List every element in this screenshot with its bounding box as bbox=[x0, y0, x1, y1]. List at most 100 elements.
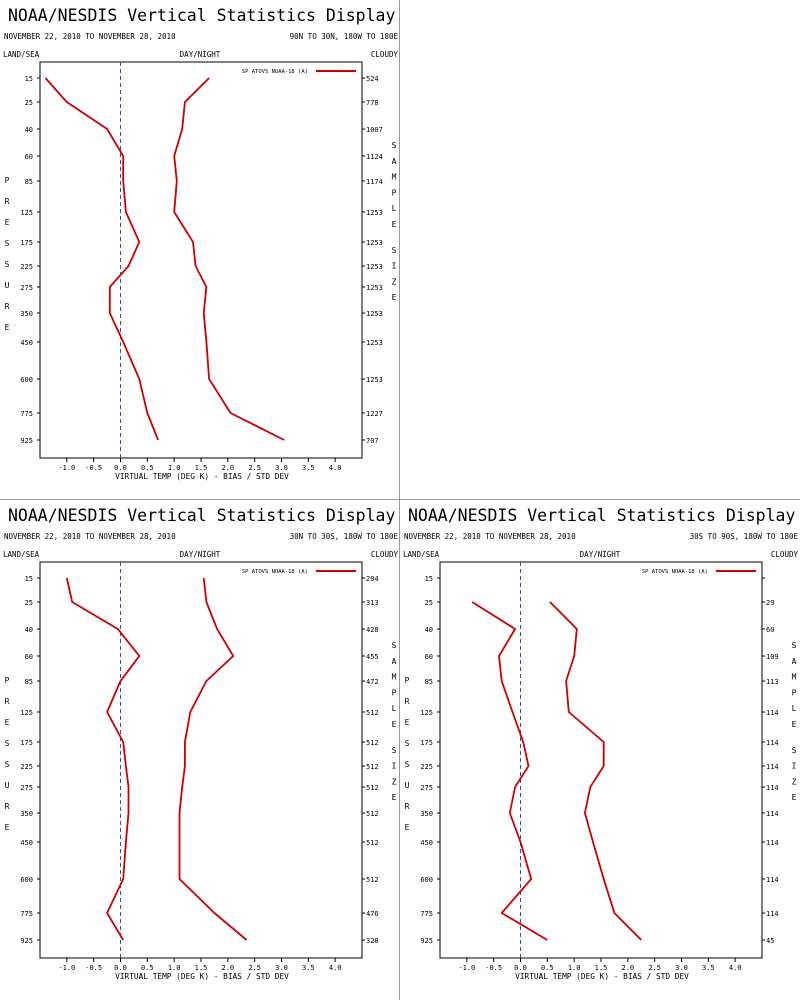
vertical-stats-chart: NOAA/NESDIS Vertical Statistics Display N… bbox=[3, 506, 399, 981]
sample-axis-letter: S bbox=[792, 746, 797, 755]
pressure-level-label: 15 bbox=[425, 575, 433, 583]
pressure-axis-letter: R bbox=[5, 697, 10, 706]
sample-size-label: 313 bbox=[366, 599, 379, 607]
x-tick-label: -0.5 bbox=[85, 964, 102, 972]
sample-axis-letter: M bbox=[392, 673, 397, 682]
legend-label: SP ATOVS NOAA-18 (A) bbox=[642, 569, 708, 575]
x-tick-label: 0.0 bbox=[514, 964, 527, 972]
sample-size-label: 1124 bbox=[366, 153, 383, 161]
x-tick-label: 2.5 bbox=[648, 964, 661, 972]
sample-size-label: 512 bbox=[366, 876, 379, 884]
sample-axis-letter: A bbox=[392, 157, 397, 166]
sample-axis-letter: E bbox=[792, 720, 797, 729]
x-tick-label: 2.0 bbox=[222, 964, 235, 972]
x-axis-label: VIRTUAL TEMP (DEG K) - BIAS / STD DEV bbox=[115, 972, 289, 981]
pressure-level-label: 350 bbox=[20, 810, 33, 818]
sample-axis-letter: S bbox=[392, 246, 397, 255]
pressure-level-label: 925 bbox=[420, 937, 433, 945]
x-axis-label: VIRTUAL TEMP (DEG K) - BIAS / STD DEV bbox=[515, 972, 689, 981]
pressure-level-label: 225 bbox=[20, 763, 33, 771]
x-tick-label: 3.0 bbox=[675, 964, 688, 972]
pressure-level-label: 25 bbox=[425, 599, 433, 607]
pressure-level-label: 40 bbox=[25, 626, 33, 634]
sample-axis-letter: Z bbox=[392, 777, 397, 786]
sample-size-label: 1253 bbox=[366, 263, 383, 271]
sample-axis-letter: L bbox=[392, 704, 397, 713]
sample-size-label: 1253 bbox=[366, 310, 383, 318]
land-sea-header: LAND/SEA bbox=[3, 50, 40, 59]
pressure-axis-letter: U bbox=[5, 281, 10, 290]
pressure-level-label: 450 bbox=[20, 839, 33, 847]
pressure-level-label: 125 bbox=[420, 709, 433, 717]
x-tick-label: 1.5 bbox=[195, 964, 208, 972]
pressure-axis-letter: E bbox=[5, 323, 10, 332]
sample-size-label: 60 bbox=[766, 626, 774, 634]
sample-size-label: 428 bbox=[366, 626, 379, 634]
region-label: 30N TO 30S, 180W TO 180E bbox=[290, 532, 399, 541]
pressure-level-label: 15 bbox=[25, 75, 33, 83]
pressure-axis-letter: P bbox=[5, 676, 10, 685]
sample-axis-letter: Z bbox=[392, 277, 397, 286]
pressure-level-label: 275 bbox=[20, 784, 33, 792]
sample-size-label: 1253 bbox=[366, 284, 383, 292]
x-tick-label: 0.5 bbox=[541, 964, 554, 972]
pressure-level-label: 925 bbox=[20, 437, 33, 445]
sample-size-label: 1007 bbox=[366, 126, 383, 134]
region-label: 30S TO 90S, 180W TO 180E bbox=[690, 532, 799, 541]
x-tick-label: -1.0 bbox=[58, 964, 75, 972]
pressure-axis-letter: R bbox=[405, 802, 410, 811]
x-tick-label: -1.0 bbox=[458, 964, 475, 972]
plot-frame bbox=[39, 561, 363, 959]
sample-size-label: 455 bbox=[366, 653, 379, 661]
bias-line bbox=[44, 77, 159, 441]
pressure-level-label: 85 bbox=[25, 178, 33, 186]
sample-axis-letter: P bbox=[392, 688, 397, 697]
x-tick-label: 1.0 bbox=[168, 964, 181, 972]
sample-size-label: 512 bbox=[366, 810, 379, 818]
date-range: NOVEMBER 22, 2010 TO NOVEMBER 28, 2010 bbox=[4, 32, 176, 41]
pressure-axis-letter: S bbox=[5, 739, 10, 748]
pressure-level-label: 600 bbox=[20, 376, 33, 384]
plot-frame bbox=[439, 561, 763, 959]
pressure-axis-letter: S bbox=[5, 260, 10, 269]
date-range: NOVEMBER 22, 2010 TO NOVEMBER 28, 2010 bbox=[404, 532, 576, 541]
day-night-header: DAY/NIGHT bbox=[180, 50, 221, 59]
sample-size-label: 204 bbox=[366, 575, 379, 583]
x-tick-label: 0.0 bbox=[114, 964, 127, 972]
sample-axis-letter: E bbox=[792, 793, 797, 802]
sample-size-label: 476 bbox=[366, 910, 379, 918]
sample-size-label: 1253 bbox=[366, 239, 383, 247]
pressure-axis-letter: R bbox=[405, 697, 410, 706]
x-tick-label: 1.0 bbox=[168, 464, 181, 472]
x-tick-label: 1.5 bbox=[195, 464, 208, 472]
panel-south: NOAA/NESDIS Vertical Statistics Display N… bbox=[400, 500, 800, 1000]
sample-axis-letter: I bbox=[792, 762, 797, 771]
sample-size-label: 29 bbox=[766, 599, 774, 607]
x-tick-label: 3.5 bbox=[302, 964, 315, 972]
pressure-axis-letter: E bbox=[5, 718, 10, 727]
pressure-level-label: 85 bbox=[25, 678, 33, 686]
chart-title: NOAA/NESDIS Vertical Statistics Display bbox=[408, 506, 795, 525]
x-tick-label: 2.5 bbox=[248, 464, 261, 472]
pressure-level-label: 600 bbox=[20, 876, 33, 884]
pressure-level-label: 275 bbox=[420, 784, 433, 792]
legend-label: SP ATOVS NOAA-18 (A) bbox=[242, 569, 308, 575]
chart-title: NOAA/NESDIS Vertical Statistics Display bbox=[8, 6, 395, 25]
x-tick-label: 2.5 bbox=[248, 964, 261, 972]
pressure-axis-letter: U bbox=[5, 781, 10, 790]
vertical-stats-chart: NOAA/NESDIS Vertical Statistics Display N… bbox=[3, 6, 399, 481]
pressure-level-label: 125 bbox=[20, 209, 33, 217]
pressure-level-label: 25 bbox=[25, 99, 33, 107]
sample-axis-letter: E bbox=[392, 293, 397, 302]
x-tick-label: -1.0 bbox=[58, 464, 75, 472]
std-dev-line bbox=[173, 77, 285, 441]
pressure-axis-letter: E bbox=[5, 823, 10, 832]
pressure-level-label: 450 bbox=[420, 839, 433, 847]
pressure-axis-letter: S bbox=[5, 760, 10, 769]
pressure-level-label: 225 bbox=[20, 263, 33, 271]
region-label: 90N TO 30N, 180W TO 180E bbox=[290, 32, 399, 41]
std-dev-line bbox=[549, 601, 642, 941]
sample-size-label: 113 bbox=[766, 678, 779, 686]
pressure-axis-letter: S bbox=[405, 739, 410, 748]
sample-axis-letter: I bbox=[392, 262, 397, 271]
